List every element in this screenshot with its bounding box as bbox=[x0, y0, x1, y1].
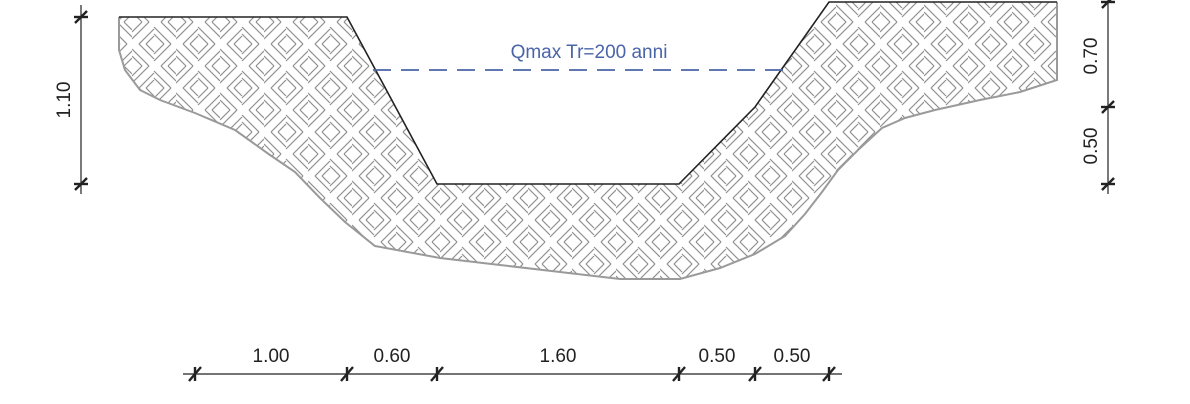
right-tick-middle bbox=[1101, 100, 1115, 114]
right-tick-top bbox=[1101, 0, 1115, 9]
bottom-tick-6 bbox=[822, 366, 836, 382]
soil-outer-boundary bbox=[118, 2, 1058, 280]
bottom-dimension-1: 1.00 bbox=[253, 346, 290, 367]
bottom-dimension-2: 0.60 bbox=[374, 346, 411, 367]
bottom-tick-5 bbox=[748, 366, 762, 382]
left-dimension-label: 1.10 bbox=[54, 82, 75, 119]
soil-hatch-fill bbox=[119, 2, 1057, 279]
left-tick-top bbox=[74, 10, 88, 24]
bottom-tick-3 bbox=[430, 366, 444, 382]
bottom-tick-1 bbox=[188, 366, 202, 382]
bottom-dimension-3: 1.60 bbox=[540, 346, 577, 367]
right-tick-bottom bbox=[1101, 177, 1115, 191]
left-dimension-chain bbox=[74, 5, 88, 194]
left-tick-bottom bbox=[74, 177, 88, 191]
bottom-dimension-5: 0.50 bbox=[774, 346, 811, 367]
right-dimension-chain bbox=[1101, 0, 1115, 194]
channel-profile bbox=[119, 1, 1057, 185]
bottom-tick-2 bbox=[340, 366, 354, 382]
right-dimension-upper-label: 0.70 bbox=[1081, 38, 1102, 75]
water-level-label: Qmax Tr=200 anni bbox=[511, 42, 668, 63]
right-dimension-lower-label: 0.50 bbox=[1081, 128, 1102, 165]
bottom-tick-4 bbox=[672, 366, 686, 382]
bottom-dimension-chain bbox=[183, 366, 842, 382]
bottom-dimension-4: 0.50 bbox=[699, 346, 736, 367]
